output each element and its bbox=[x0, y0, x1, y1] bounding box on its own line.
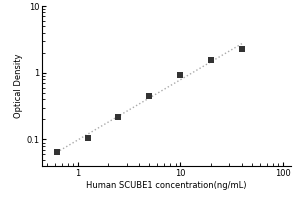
Point bbox=[116, 115, 121, 118]
Point bbox=[178, 73, 183, 76]
Y-axis label: Optical Density: Optical Density bbox=[14, 54, 23, 118]
Point bbox=[85, 136, 90, 140]
Point bbox=[209, 58, 214, 62]
Point bbox=[54, 150, 59, 154]
Point bbox=[147, 94, 152, 97]
Point bbox=[240, 47, 244, 50]
X-axis label: Human SCUBE1 concentration(ng/mL): Human SCUBE1 concentration(ng/mL) bbox=[86, 181, 247, 190]
